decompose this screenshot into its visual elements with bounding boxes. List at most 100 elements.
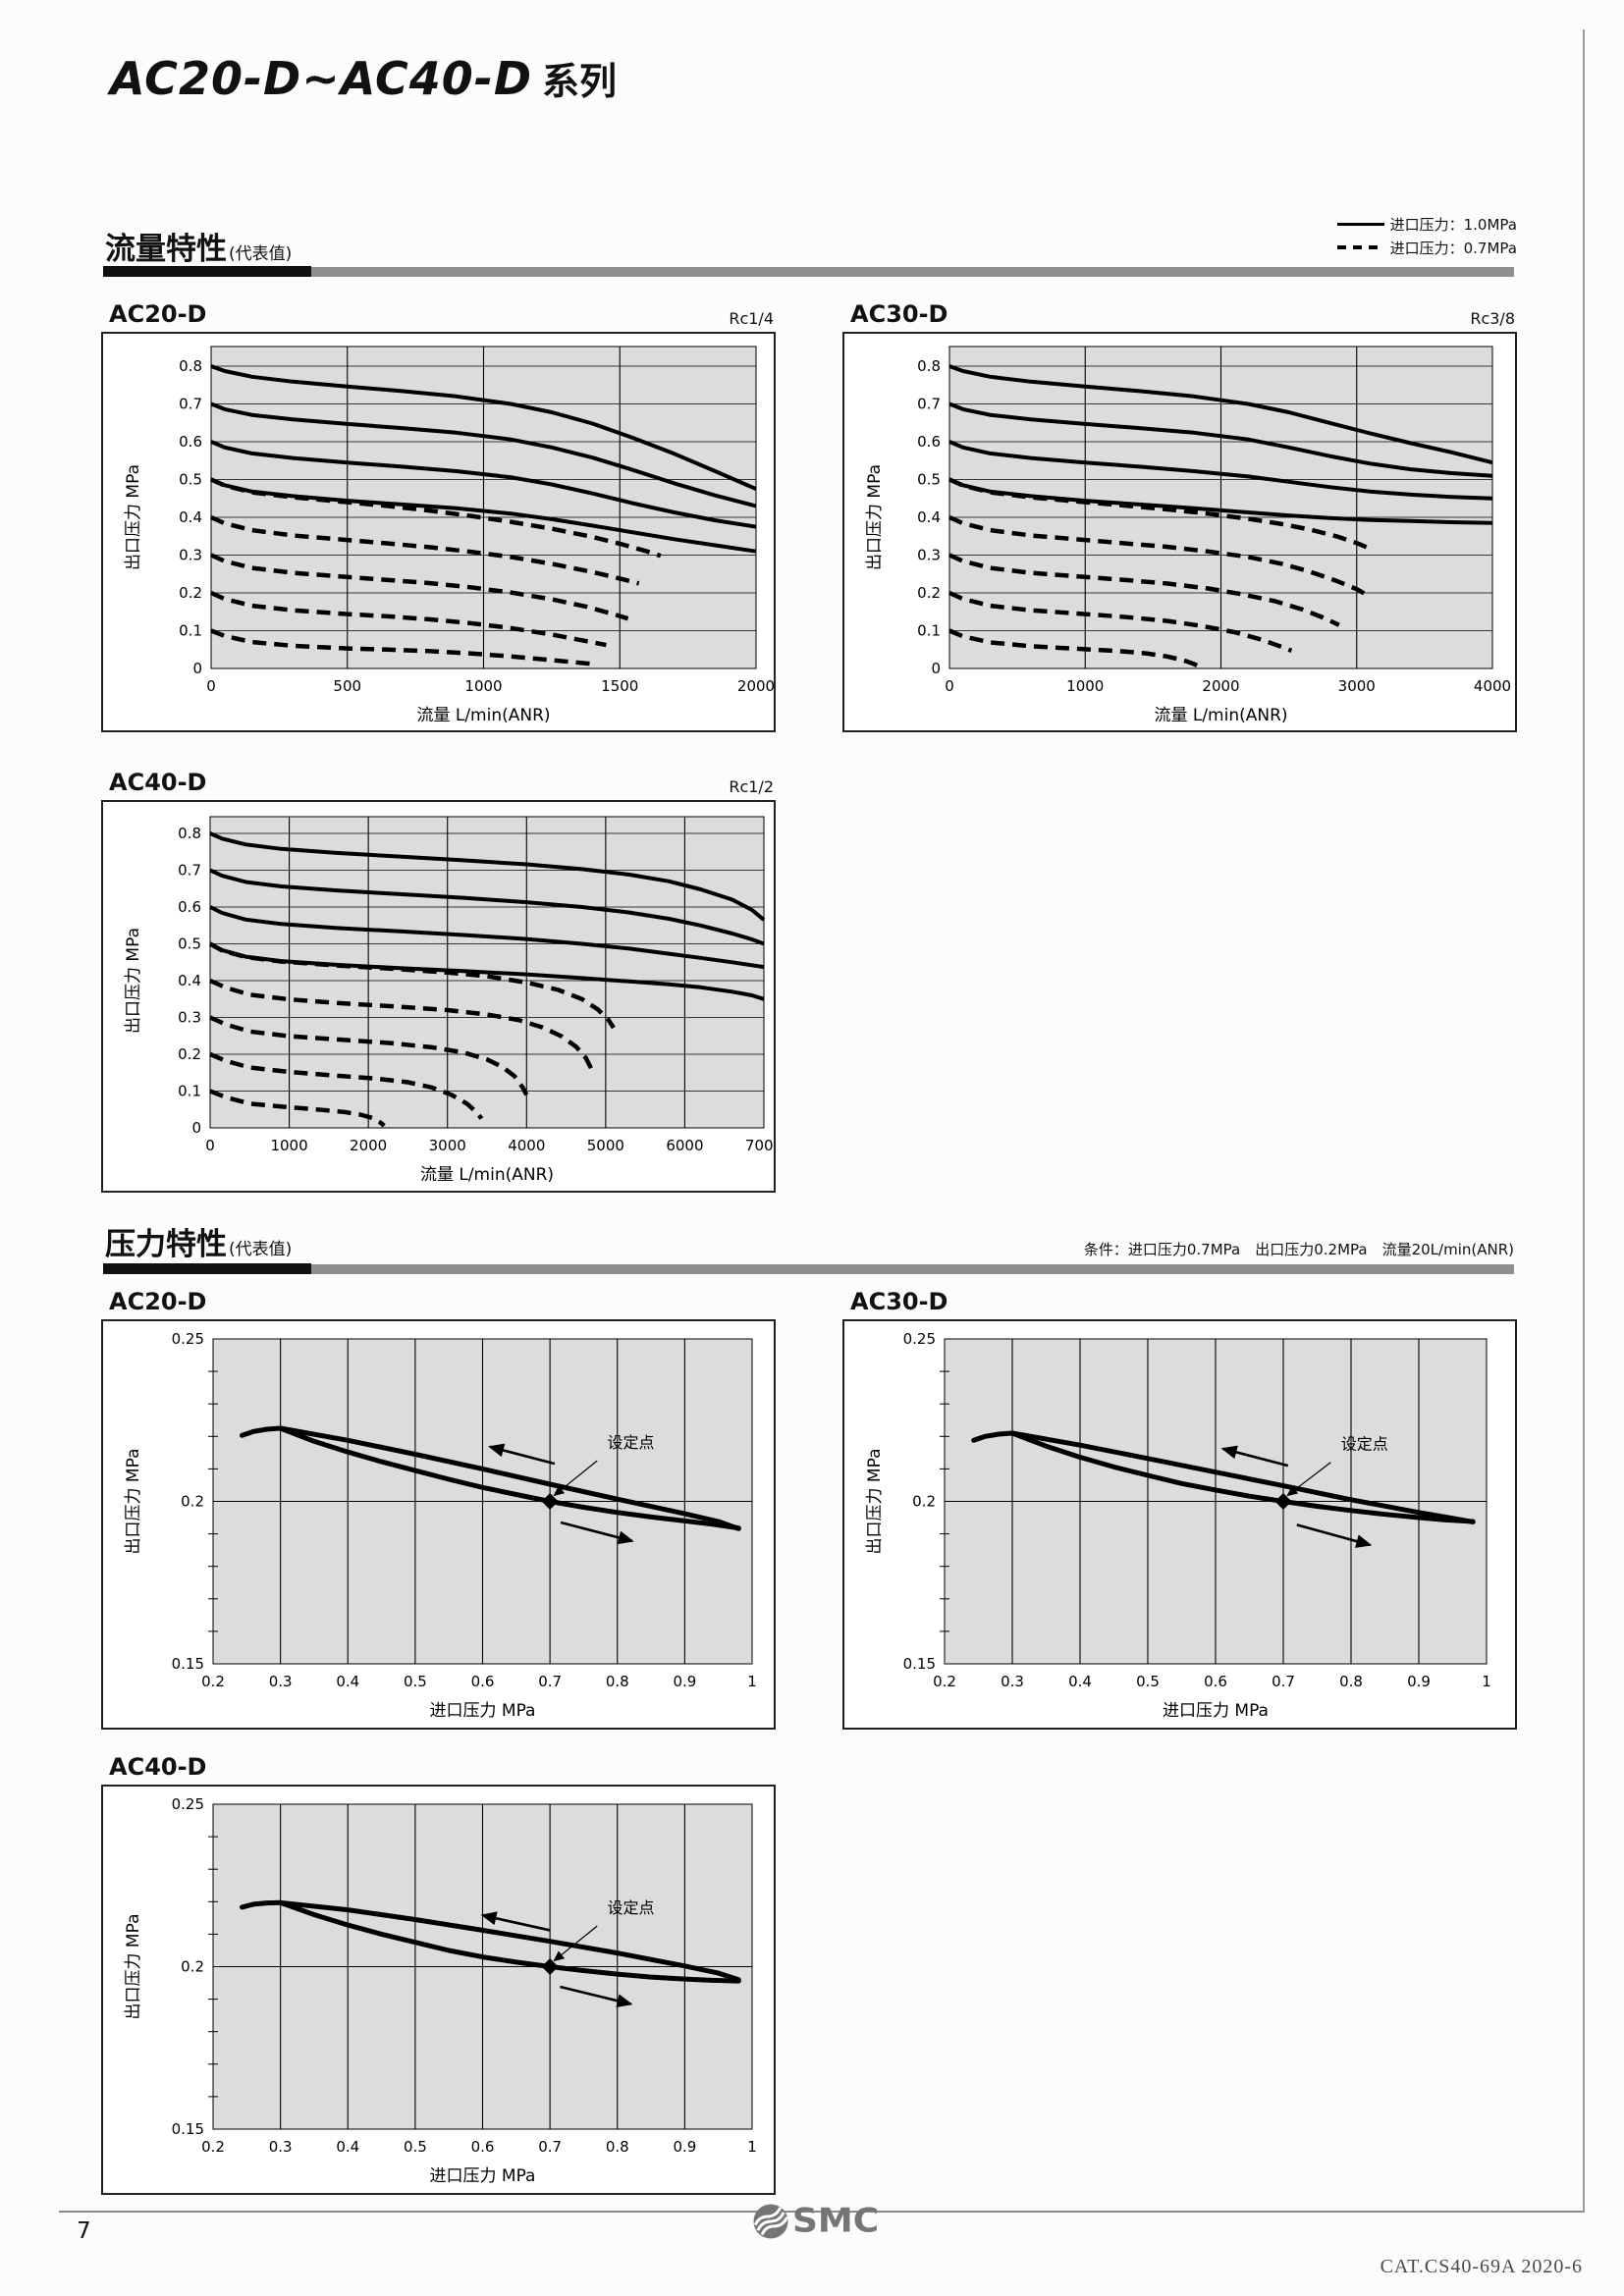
svg-text:0.2: 0.2 [201,2138,225,2156]
flow-legend: 进口压力：1.0MPa 进口压力：0.7MPa [1222,212,1517,259]
pressure-chart-ac40d: AC40-D 0.25 0.2 0.15 0.2 0.3 0.4 0.5 0.6 0.7 0.8 0… [101,1753,776,2195]
svg-text:0.2: 0.2 [181,1493,204,1511]
svg-text:0.4: 0.4 [336,2138,359,2156]
svg-text:0: 0 [206,677,216,695]
svg-text:0.15: 0.15 [172,2120,204,2138]
chart-port-label: Rc1/4 [729,309,774,328]
svg-text:1: 1 [747,1673,757,1690]
chart-port-label: Rc1/2 [729,777,774,796]
svg-text:0.5: 0.5 [404,2138,427,2156]
chart-port-label: Rc3/8 [1470,309,1515,328]
svg-text:0.6: 0.6 [1204,1673,1227,1690]
svg-text:0.9: 0.9 [1407,1673,1431,1690]
svg-text:0.7: 0.7 [179,396,202,413]
chart-title: AC40-D [109,769,207,796]
svg-text:0.5: 0.5 [179,471,202,489]
chart-frame: 0.8 0.7 0.6 0.5 0.4 0.3 0.2 0.1 0 0 1000 2000 3000 40… [842,332,1517,732]
svg-text:3000: 3000 [429,1137,466,1154]
svg-text:0.6: 0.6 [471,2138,495,2156]
svg-text:0.25: 0.25 [903,1330,936,1348]
svg-text:出口压力 MPa: 出口压力 MPa [865,464,885,570]
smc-logo: SMC [752,2201,879,2241]
svg-text:0.5: 0.5 [404,1673,427,1690]
svg-text:2000: 2000 [737,677,774,695]
svg-text:0.6: 0.6 [179,433,202,451]
footer-rule [59,2211,1583,2213]
rule-gray-segment [311,1264,1514,1274]
flow-chart-ac30d: AC30-D Rc3/8 0.8 0.7 0.6 0.5 0.4 0.3 0.2 0.1 0 0 1… [842,294,1517,732]
rule-gray-segment [311,267,1514,277]
pressure-section-heading: 压力特性 (代表值) [105,1219,292,1263]
chart-title: AC30-D [850,1288,948,1315]
setpoint-label: 设定点 [607,1433,654,1452]
chart-title: AC40-D [109,1753,207,1781]
svg-text:进口压力 MPa: 进口压力 MPa [430,2166,536,2186]
pressure-chart-ac20d: AC20-D 0.25 0.2 0.15 0.2 0.3 0.4 0.5 0.6 0.7 0.8 0… [101,1288,776,1730]
svg-text:1000: 1000 [464,677,502,695]
svg-text:4000: 4000 [508,1137,545,1154]
svg-text:进口压力 MPa: 进口压力 MPa [1163,1701,1269,1721]
legend-label: 进口压力：0.7MPa [1389,239,1517,257]
legend-item-solid: 进口压力：1.0MPa [1222,212,1517,236]
flow-section-heading-note: (代表值) [229,244,293,264]
svg-text:0.9: 0.9 [673,1673,696,1690]
svg-text:0.1: 0.1 [178,1083,201,1100]
solid-line-swatch [1336,222,1384,226]
chart-frame: 0.8 0.7 0.6 0.5 0.4 0.3 0.2 0.1 0 0 1000 2000 3000 40… [101,800,783,1193]
svg-text:0.8: 0.8 [606,2138,629,2156]
chart-title-row: AC20-D Rc1/4 [101,294,776,332]
smc-logo-icon [753,2204,788,2238]
svg-text:0.7: 0.7 [178,862,201,880]
rule-black-segment [103,266,311,277]
svg-text:0.4: 0.4 [917,508,941,526]
svg-text:2000: 2000 [350,1137,387,1154]
flow-chart-ac20d: AC20-D Rc1/4 0.8 0.7 0.6 0.5 0.4 0.3 0.2 0.1 0 0 5… [101,294,776,732]
svg-text:0.15: 0.15 [172,1655,204,1673]
svg-text:0.2: 0.2 [179,584,202,602]
chart-frame: 0.25 0.2 0.15 0.2 0.3 0.4 0.5 0.6 0.7 0.8 0.9 1 进口压力… [101,1785,776,2195]
svg-text:0.4: 0.4 [336,1673,359,1690]
chart-title: AC20-D [109,300,207,328]
svg-text:流量 L/min(ANR): 流量 L/min(ANR) [420,1165,554,1185]
svg-text:0.7: 0.7 [538,1673,562,1690]
svg-text:0.3: 0.3 [1001,1673,1024,1690]
flow-plot-ac30d: 0.8 0.7 0.6 0.5 0.4 0.3 0.2 0.1 00 1000 2000 3000 40… [865,346,1511,725]
svg-text:0.15: 0.15 [903,1655,936,1673]
svg-text:0.8: 0.8 [179,357,202,375]
svg-text:出口压力 MPa: 出口压力 MPa [124,928,143,1034]
svg-text:0.8: 0.8 [1339,1673,1363,1690]
svg-text:0.7: 0.7 [917,396,941,413]
pressure-section-rule [103,1263,1514,1274]
page-right-border [1583,29,1585,2213]
svg-text:0.3: 0.3 [179,547,202,564]
chart-frame: 0.8 0.7 0.6 0.5 0.4 0.3 0.2 0.1 0 0 500 1000 1500 200… [101,332,776,732]
chart-title: AC20-D [109,1288,207,1315]
setpoint-label: 设定点 [607,1898,654,1917]
chart-title: AC30-D [850,300,948,328]
svg-text:0.2: 0.2 [912,1493,936,1511]
svg-text:0.4: 0.4 [179,508,202,526]
pressure-section-heading-note: (代表值) [229,1240,293,1259]
svg-text:出口压力 MPa: 出口压力 MPa [124,464,143,570]
svg-text:4000: 4000 [1474,677,1511,695]
pressure-condition: 条件：进口压力0.7MPa 出口压力0.2MPa 流量20L/min(ANR) [1083,1241,1514,1258]
flow-chart-ac40d: AC40-D Rc1/2 0.8 0.7 0.6 0.5 0.4 0.3 0.2 0.1 0 0 1… [101,758,783,1193]
svg-text:0.8: 0.8 [178,825,201,842]
svg-text:1: 1 [1482,1673,1491,1690]
svg-text:0.2: 0.2 [181,1958,204,1976]
svg-text:0.9: 0.9 [673,2138,696,2156]
flow-section-rule [103,266,1514,277]
svg-text:0.3: 0.3 [917,547,941,564]
svg-text:0.6: 0.6 [471,1673,495,1690]
svg-text:0.25: 0.25 [172,1795,204,1813]
svg-text:0.6: 0.6 [178,898,201,916]
page-number: 7 [77,2218,91,2244]
svg-text:流量 L/min(ANR): 流量 L/min(ANR) [1154,706,1287,725]
page-title: AC20-D~AC40-D 系列 [110,51,617,105]
flow-plot-ac20d: 0.8 0.7 0.6 0.5 0.4 0.3 0.2 0.1 00 500 1000 1500 200… [124,346,775,725]
svg-text:1500: 1500 [601,677,638,695]
svg-text:1: 1 [747,2138,757,2156]
chart-title-row: AC30-D Rc3/8 [842,294,1517,332]
dashed-line-swatch [1336,245,1384,249]
